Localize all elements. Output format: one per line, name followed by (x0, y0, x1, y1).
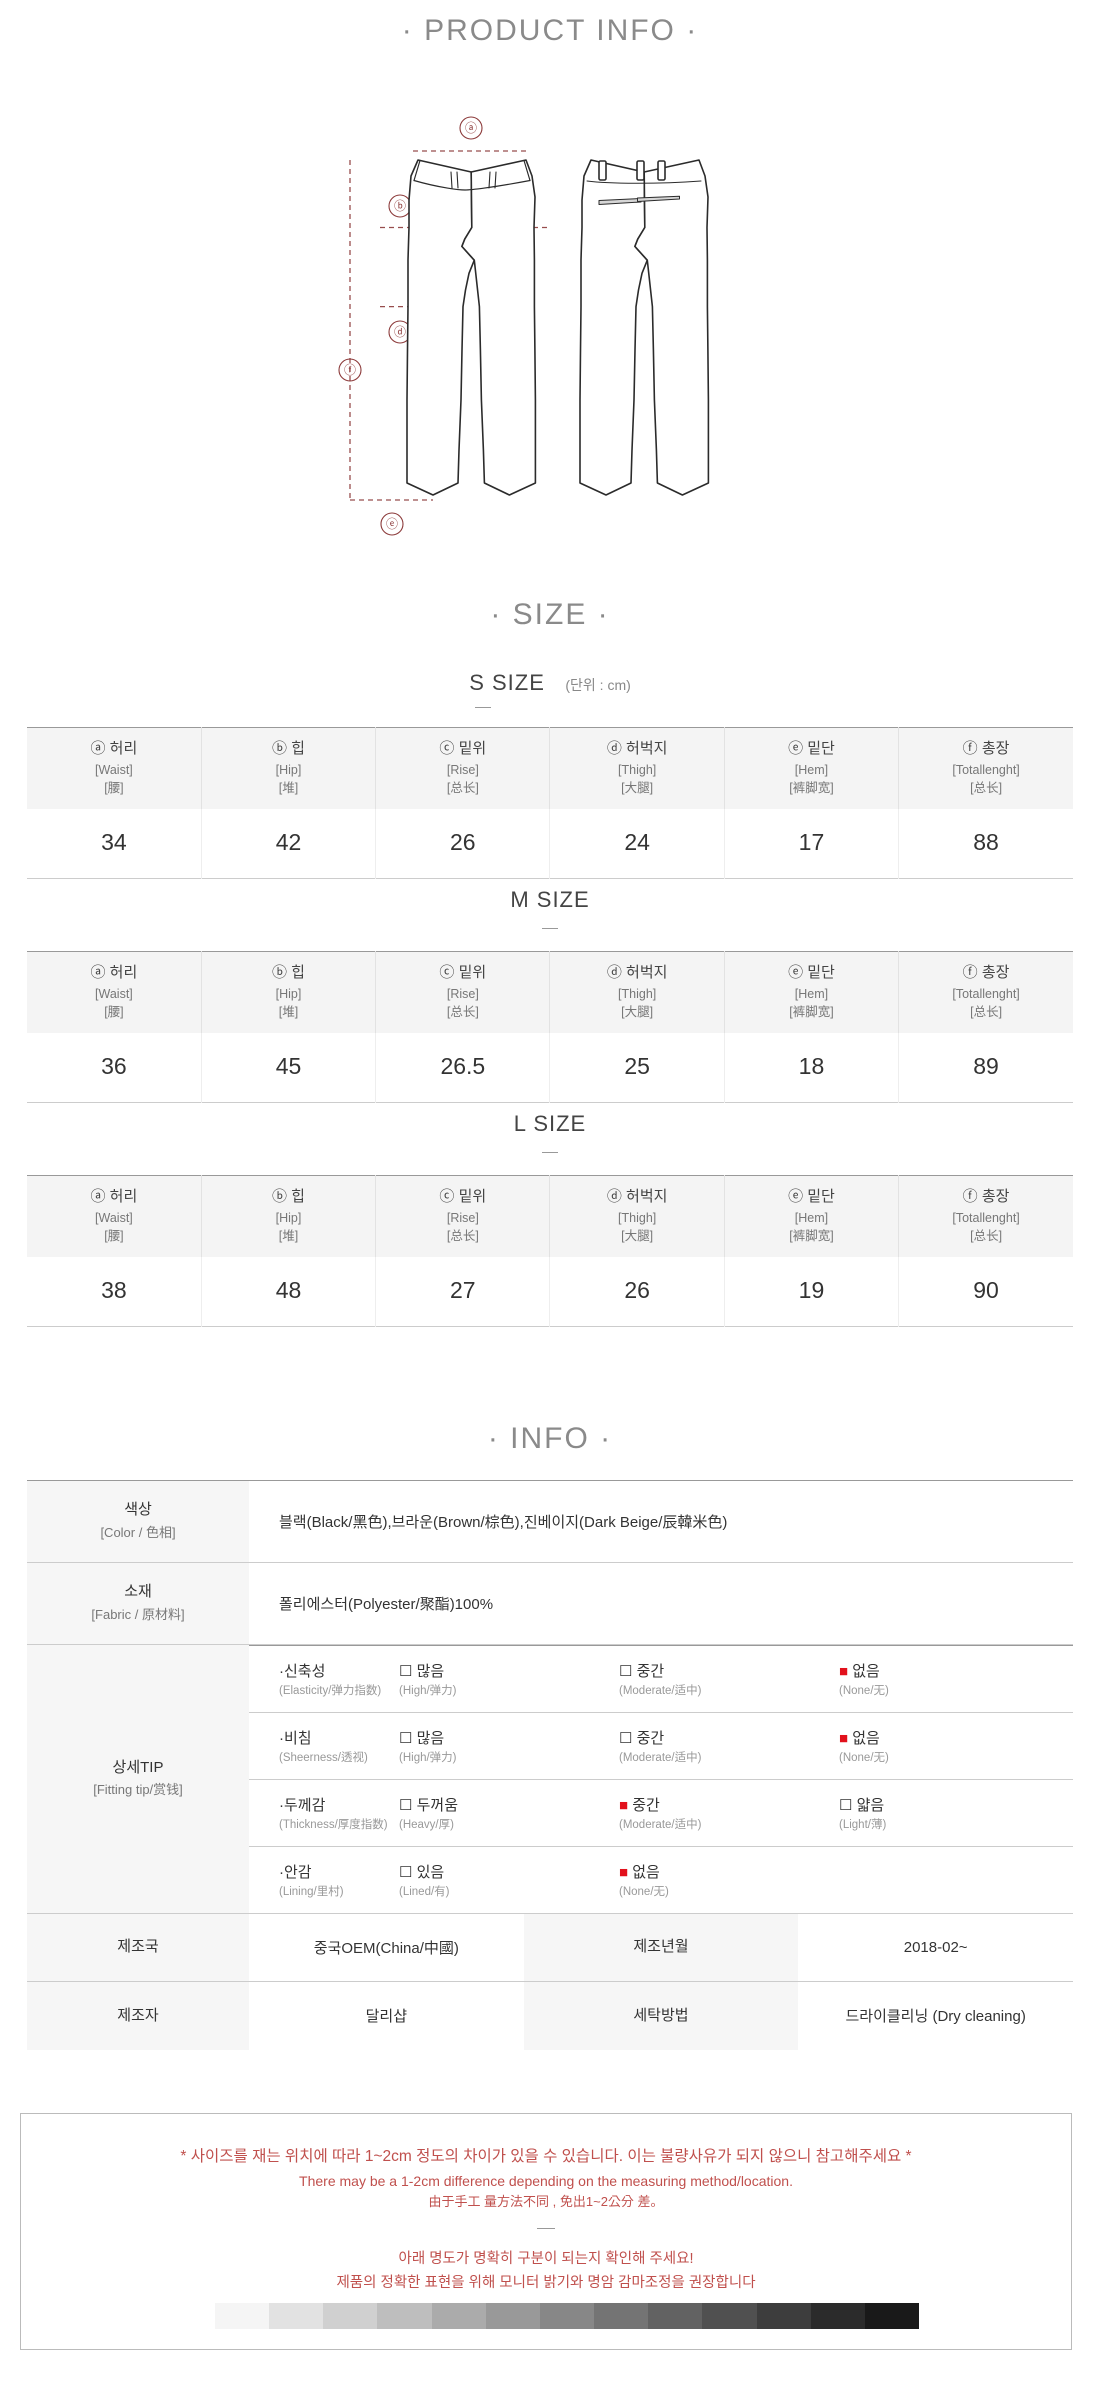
svg-text:ⓑ: ⓑ (394, 199, 406, 213)
svg-text:ⓓ: ⓓ (394, 325, 406, 339)
svg-text:ⓔ: ⓔ (386, 517, 398, 531)
svg-text:ⓕ: ⓕ (344, 363, 356, 377)
svg-text:ⓐ: ⓐ (465, 121, 477, 135)
